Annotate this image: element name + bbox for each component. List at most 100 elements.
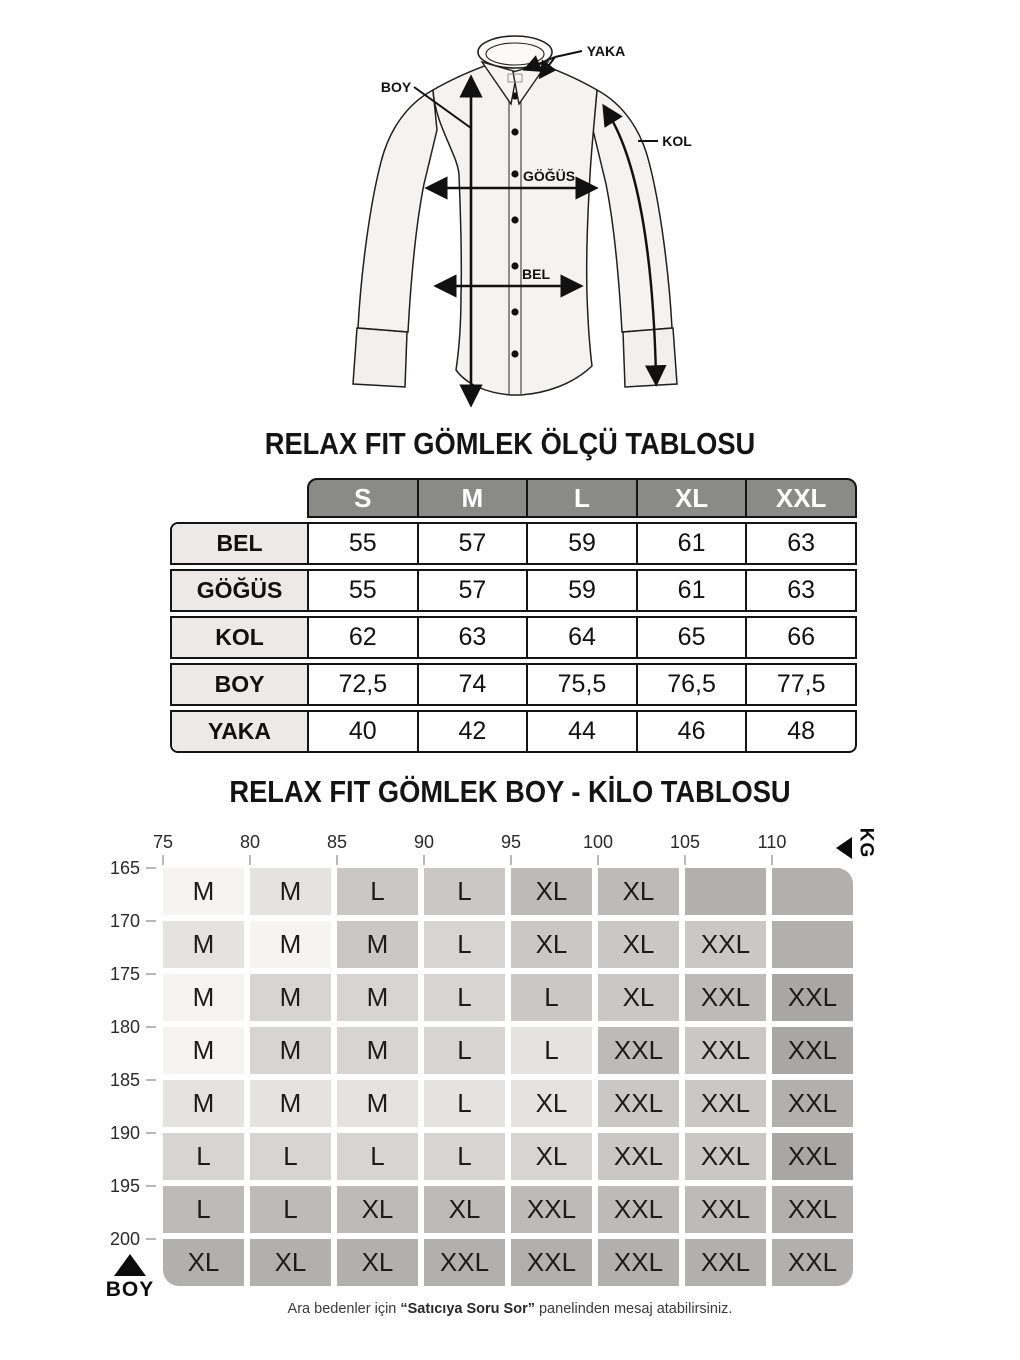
fit-size-cell: M [163,868,244,915]
shirt-brand-tag [507,73,523,83]
weight-tick-mark [423,855,425,865]
size-value-cell: 76,5 [635,665,746,704]
fit-size-cell: XXL [772,1080,853,1127]
fit-size-cell: M [163,921,244,968]
fit-size-cell: M [337,1027,418,1074]
fit-size-cell: XL [511,1080,592,1127]
weight-tick-mark [771,855,773,865]
size-column-header: S [354,482,372,513]
shirt-measurement-diagram: BOY YAKA KOL GÖĞÜS BEL [315,10,715,424]
size-row-label: BOY [172,665,309,704]
boy-up-arrow-icon [114,1254,146,1276]
fit-size-cell: M [163,974,244,1021]
size-value-cell: 65 [635,618,746,657]
footer-note-prefix: Ara bedenler için [287,1301,401,1317]
size-column-header: M [416,480,527,516]
shirt-body [432,64,598,396]
fit-size-cell: XXL [598,1133,679,1180]
size-value-cell: 61 [635,524,746,563]
fit-size-cell: L [424,1080,505,1127]
fit-size-cell: M [250,1027,331,1074]
height-tick-mark [146,1185,156,1187]
height-tick-mark [146,867,156,869]
footer-note: Ara bedenler için “Satıcıya Soru Sor” pa… [0,1301,1020,1317]
size-value-cell: 72,5 [338,670,388,698]
fit-chart-title: RELAX FIT GÖMLEK BOY - KİLO TABLOSU [229,774,791,809]
fit-size-cell: L [250,1133,331,1180]
size-table-row: BOY 72,5 74 75,5 76,5 77,5 [170,663,857,706]
fit-size-cell: XL [163,1239,244,1286]
boy-axis-flag: BOY [100,1254,160,1302]
fit-size-cell: XL [337,1186,418,1233]
fit-size-cell: M [337,921,418,968]
fit-size-cell: M [163,1080,244,1127]
gogus-diagram-label: GÖĞÜS [523,167,575,184]
bel-diagram-label: BEL [522,266,550,282]
kg-axis-label: KG [855,827,877,859]
fit-size-cell: XL [598,974,679,1021]
weight-tick-mark [684,855,686,865]
weight-axis: 75 80 85 90 95 100 105 110 [153,832,863,866]
weight-tick-mark [249,855,251,865]
boy-label-connector [413,86,472,129]
kg-left-arrow-icon [836,837,852,859]
size-value-cell: 44 [526,712,636,751]
kol-measure-arrow [602,103,667,387]
size-value-cell: 77,5 [745,665,855,704]
size-value-cell: 63 [745,524,855,563]
height-tick-mark [146,1238,156,1240]
boy-diagram-label: BOY [381,79,412,95]
fit-size-cell: M [250,868,331,915]
weight-tick-label: 75 [152,832,174,852]
fit-empty-cell [685,868,766,915]
fit-size-cell: XXL [511,1186,592,1233]
fit-size-cell: L [163,1186,244,1233]
fit-size-cell: XXL [685,1080,766,1127]
size-row-label: YAKA [172,712,309,751]
fit-size-cell: M [250,1080,331,1127]
weight-tick-mark [597,855,599,865]
fit-size-cell: XXL [598,1186,679,1233]
shirt-diagram-svg: BOY YAKA KOL GÖĞÜS BEL [352,35,692,408]
size-value-cell: 75,5 [526,665,636,704]
fit-empty-cell [772,868,853,915]
height-weight-chart: 75 80 85 90 95 100 105 110 KG 165 170 175 180 185 19… [0,828,1020,1312]
fit-size-cell: XL [511,868,592,915]
fit-size-cell: L [337,868,418,915]
height-tick-label: 190 [109,1123,140,1143]
fit-size-cell: L [424,921,505,968]
size-value-cell: 59 [526,524,636,563]
fit-size-cell: XL [511,921,592,968]
fit-empty-cell [772,921,853,968]
height-tick-mark [146,1079,156,1081]
size-value-cell: 62 [348,623,377,651]
size-table-row: KOL 62 63 64 65 66 [170,616,857,659]
weight-tick-mark [162,855,164,865]
kol-diagram-label: KOL [662,133,692,149]
height-tick-label: 195 [109,1176,140,1196]
fit-size-cell: XXL [772,1239,853,1286]
fit-size-cell: L [424,868,505,915]
fit-size-cell: L [424,1027,505,1074]
fit-size-cell: XL [337,1239,418,1286]
fit-size-cell: XXL [598,1239,679,1286]
height-tick-mark [146,920,156,922]
weight-tick-label: 80 [239,832,261,852]
height-tick-label: 200 [109,1229,140,1249]
weight-tick-label: 95 [500,832,522,852]
fit-size-cell: M [250,974,331,1021]
fit-size-cell: XXL [598,1027,679,1074]
size-value-cell: 55 [348,576,377,604]
size-value-cell: 48 [745,712,855,751]
fit-size-cell: XXL [424,1239,505,1286]
shirt-right-sleeve [592,88,673,333]
size-table: S M L XL XXL BEL 55 57 59 61 63 GÖĞÜS 55 57 59 61 63 KOL… [170,478,857,753]
weight-tick-mark [510,855,512,865]
fit-size-cell: XXL [685,1133,766,1180]
shirt-placket [508,70,522,394]
fit-size-cell: M [250,921,331,968]
weight-tick-label: 110 [757,832,787,852]
size-value-cell: 61 [635,571,746,610]
size-value-cell: 74 [416,665,527,704]
height-tick-label: 165 [109,858,140,878]
